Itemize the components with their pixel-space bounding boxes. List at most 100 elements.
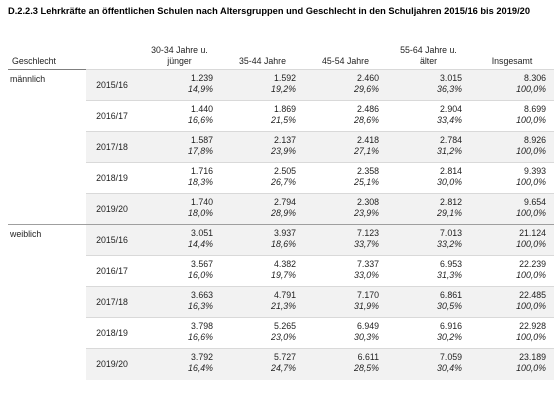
- value-cell: 1.869 21,5%: [221, 100, 304, 132]
- value-cell: 4.791 21,3%: [221, 286, 304, 318]
- gender-cell: [8, 194, 86, 225]
- value-cell: 2.784 31,2%: [387, 131, 470, 163]
- count-value: 1.740: [190, 197, 213, 207]
- count-value: 21.124: [519, 228, 546, 238]
- year-cell: 2015/16: [86, 69, 138, 101]
- percent-value: 100,0%: [516, 84, 546, 94]
- percent-value: 16,6%: [188, 115, 213, 125]
- gender-cell: [8, 349, 86, 380]
- table-row: 2016/17 1.440 16,6% 1.869 21,5% 2.486 28,6% 2.9…: [8, 100, 554, 132]
- table-row: 2016/17 3.567 16,0% 4.382 19,7% 7.337 33,0% 6.9…: [8, 255, 554, 287]
- count-value: 22.485: [519, 290, 546, 300]
- value-cell: 6.949 30,3%: [304, 317, 387, 349]
- percent-value: 29,1%: [437, 208, 462, 218]
- percent-value: 24,7%: [271, 363, 296, 373]
- value-cell: 5.265 23,0%: [221, 317, 304, 349]
- percent-value: 28,6%: [354, 115, 379, 125]
- percent-value: 28,5%: [354, 363, 379, 373]
- count-value: 8.926: [523, 135, 546, 145]
- data-table: Geschlecht 30-34 Jahre u. jünger 35-44 J…: [8, 40, 554, 380]
- count-value: 2.460: [356, 73, 379, 83]
- count-value: 3.663: [190, 290, 213, 300]
- value-cell: 3.051 14,4%: [138, 224, 221, 256]
- percent-value: 28,9%: [271, 208, 296, 218]
- percent-value: 19,2%: [271, 84, 296, 94]
- value-cell: 3.015 36,3%: [387, 69, 470, 101]
- count-value: 1.592: [273, 73, 296, 83]
- value-cell: 2.308 23,9%: [304, 193, 387, 225]
- count-value: 4.791: [273, 290, 296, 300]
- percent-value: 16,3%: [188, 301, 213, 311]
- header-total: Insgesamt: [491, 56, 533, 66]
- count-value: 3.937: [273, 228, 296, 238]
- count-value: 8.306: [523, 73, 546, 83]
- percent-value: 23,9%: [354, 208, 379, 218]
- year-cell: 2018/19: [86, 317, 138, 349]
- value-cell: 3.792 16,4%: [138, 348, 221, 380]
- count-value: 3.567: [190, 259, 213, 269]
- count-value: 1.239: [190, 73, 213, 83]
- percent-value: 18,0%: [188, 208, 213, 218]
- percent-value: 33,2%: [437, 239, 462, 249]
- year-cell: 2015/16: [86, 224, 138, 256]
- count-value: 5.265: [273, 321, 296, 331]
- percent-value: 30,0%: [437, 177, 462, 187]
- count-value: 1.587: [190, 135, 213, 145]
- percent-value: 30,5%: [437, 301, 462, 311]
- value-cell: 22.928 100,0%: [470, 317, 554, 349]
- table-body: männlich 2015/16 1.239 14,9% 1.592 19,2% 2.460…: [8, 69, 554, 380]
- percent-value: 21,3%: [271, 301, 296, 311]
- percent-value: 31,2%: [437, 146, 462, 156]
- count-value: 8.699: [523, 104, 546, 114]
- percent-value: 23,9%: [271, 146, 296, 156]
- percent-value: 27,1%: [354, 146, 379, 156]
- count-value: 22.928: [519, 321, 546, 331]
- value-cell: 7.123 33,7%: [304, 224, 387, 256]
- percent-value: 100,0%: [516, 239, 546, 249]
- count-value: 2.904: [439, 104, 462, 114]
- value-cell: 3.937 18,6%: [221, 224, 304, 256]
- count-value: 6.861: [439, 290, 462, 300]
- year-cell: 2019/20: [86, 193, 138, 225]
- value-cell: 2.137 23,9%: [221, 131, 304, 163]
- value-cell: 2.812 29,1%: [387, 193, 470, 225]
- value-cell: 8.926 100,0%: [470, 131, 554, 163]
- percent-value: 33,4%: [437, 115, 462, 125]
- table-row: 2018/19 1.716 18,3% 2.505 26,7% 2.358 25,1% 2.8…: [8, 162, 554, 194]
- value-cell: 2.418 27,1%: [304, 131, 387, 163]
- percent-value: 18,6%: [271, 239, 296, 249]
- count-value: 2.505: [273, 166, 296, 176]
- percent-value: 30,2%: [437, 332, 462, 342]
- percent-value: 100,0%: [516, 177, 546, 187]
- value-cell: 2.460 29,6%: [304, 69, 387, 101]
- table-row: 2017/18 3.663 16,3% 4.791 21,3% 7.170 31,9% 6.8…: [8, 286, 554, 318]
- percent-value: 100,0%: [516, 301, 546, 311]
- gender-cell: [8, 132, 86, 163]
- percent-value: 14,9%: [188, 84, 213, 94]
- value-cell: 3.663 16,3%: [138, 286, 221, 318]
- gender-cell: [8, 163, 86, 194]
- percent-value: 25,1%: [354, 177, 379, 187]
- value-cell: 3.567 16,0%: [138, 255, 221, 287]
- value-cell: 7.013 33,2%: [387, 224, 470, 256]
- count-value: 3.792: [190, 352, 213, 362]
- year-cell: 2017/18: [86, 131, 138, 163]
- count-value: 6.611: [357, 352, 379, 362]
- count-value: 9.654: [523, 197, 546, 207]
- value-cell: 22.485 100,0%: [470, 286, 554, 318]
- percent-value: 36,3%: [437, 84, 462, 94]
- count-value: 6.953: [439, 259, 462, 269]
- value-cell: 2.794 28,9%: [221, 193, 304, 225]
- count-value: 6.916: [439, 321, 462, 331]
- percent-value: 100,0%: [516, 270, 546, 280]
- value-cell: 1.440 16,6%: [138, 100, 221, 132]
- value-cell: 22.239 100,0%: [470, 255, 554, 287]
- value-cell: 7.337 33,0%: [304, 255, 387, 287]
- count-value: 7.013: [439, 228, 462, 238]
- percent-value: 30,4%: [437, 363, 462, 373]
- percent-value: 23,0%: [271, 332, 296, 342]
- gender-cell: [8, 318, 86, 349]
- value-cell: 1.239 14,9%: [138, 69, 221, 101]
- percent-value: 14,4%: [188, 239, 213, 249]
